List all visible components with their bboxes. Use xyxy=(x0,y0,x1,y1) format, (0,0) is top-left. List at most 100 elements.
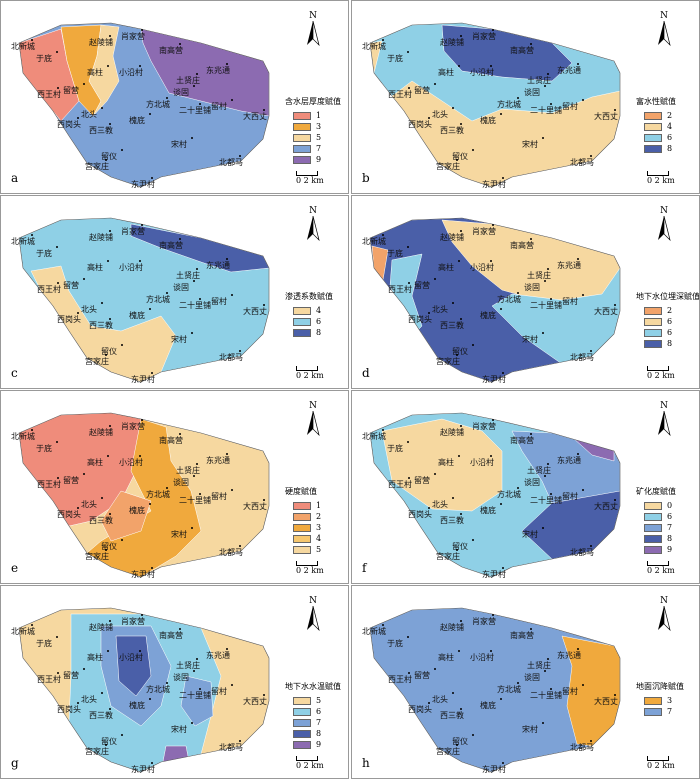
town-marker xyxy=(542,332,544,334)
town-label: 肖家营 xyxy=(472,617,496,626)
legend: 地下水水温赋值 5 6 7 8 9 xyxy=(285,681,341,750)
legend-item: 0 xyxy=(644,500,676,511)
north-arrow: N xyxy=(656,11,672,51)
legend-swatch xyxy=(293,696,311,705)
town-marker xyxy=(179,43,181,45)
legend: 矿化度赋值 0 6 7 8 9 xyxy=(636,486,676,555)
town-label: 南高营 xyxy=(510,436,534,445)
town-label: 高柱 xyxy=(438,458,454,467)
town-label: 赵陵铺 xyxy=(440,623,464,632)
town-label: 西王村 xyxy=(37,285,61,294)
town-marker xyxy=(151,177,153,179)
town-marker xyxy=(407,51,409,53)
legend-label: 4 xyxy=(316,306,322,315)
town-marker xyxy=(193,280,195,282)
legend-label: 6 xyxy=(667,133,673,142)
north-arrow: N xyxy=(305,206,321,246)
town-label: 槐底 xyxy=(129,116,145,125)
legend-item: 6 xyxy=(644,132,676,143)
legend-label: 4 xyxy=(316,534,322,543)
town-label: 土贤庄 xyxy=(176,661,200,670)
town-label: 肖家营 xyxy=(472,227,496,236)
town-marker xyxy=(547,73,549,75)
town-label: 方北城 xyxy=(146,295,170,304)
town-label: 宫家庄 xyxy=(436,552,460,561)
town-label: 槐底 xyxy=(129,506,145,515)
legend-swatch xyxy=(293,122,311,131)
town-label: 北头 xyxy=(81,500,97,509)
town-label: 西王村 xyxy=(37,90,61,99)
town-marker xyxy=(191,137,193,139)
town-label: 留村 xyxy=(562,297,578,306)
town-marker xyxy=(109,425,111,427)
town-marker xyxy=(199,103,201,105)
town-label: 高柱 xyxy=(438,68,454,77)
north-arrow: N xyxy=(656,596,672,636)
legend-label: 6 xyxy=(316,317,322,326)
north-label: N xyxy=(660,206,668,216)
scale-bar: 0 2 km xyxy=(296,756,324,770)
town-marker xyxy=(500,503,502,505)
town-label: 肖家营 xyxy=(121,422,145,431)
town-label: 谈固 xyxy=(524,673,540,682)
town-label: 谈固 xyxy=(524,478,540,487)
town-marker xyxy=(530,43,532,45)
town-marker xyxy=(492,29,494,31)
study-area-boundary xyxy=(369,22,621,188)
legend-label: 3 xyxy=(316,122,322,131)
north-arrow-icon xyxy=(658,605,671,632)
town-marker xyxy=(166,682,168,684)
town-label: 北都马 xyxy=(570,158,594,167)
town-marker xyxy=(472,149,474,151)
town-marker xyxy=(57,282,59,284)
town-marker xyxy=(502,372,504,374)
town-label: 槐底 xyxy=(480,116,496,125)
town-label: 西三教 xyxy=(440,516,464,525)
town-marker xyxy=(77,312,79,314)
town-label: 谈固 xyxy=(524,88,540,97)
legend: 渗透系数赋值 4 6 8 xyxy=(285,291,333,338)
town-marker xyxy=(434,278,436,280)
legend-item: 8 xyxy=(644,338,699,349)
town-label: 大西丈 xyxy=(594,697,618,706)
legend-label: 8 xyxy=(316,328,322,337)
town-label: 土贤庄 xyxy=(176,466,200,475)
town-marker xyxy=(407,246,409,248)
panel-letter: a xyxy=(11,171,19,185)
town-marker xyxy=(502,177,504,179)
town-marker xyxy=(544,85,546,87)
town-label: 宫家庄 xyxy=(436,162,460,171)
town-marker xyxy=(460,708,462,710)
panel-letter: d xyxy=(362,366,370,380)
town-label: 宋村 xyxy=(171,530,187,539)
legend-item: 6 xyxy=(644,511,676,522)
town-label: 留村 xyxy=(211,297,227,306)
town-marker xyxy=(231,294,233,296)
town-label: 宋村 xyxy=(171,140,187,149)
legend-swatch xyxy=(644,133,662,142)
town-marker xyxy=(77,117,79,119)
town-marker xyxy=(472,734,474,736)
town-label: 肖家营 xyxy=(121,227,145,236)
town-label: 留村 xyxy=(211,492,227,501)
town-marker xyxy=(196,463,198,465)
study-area-boundary xyxy=(18,217,270,383)
town-marker xyxy=(517,682,519,684)
town-label: 宫家庄 xyxy=(436,357,460,366)
town-marker xyxy=(550,493,552,495)
town-label: 方北城 xyxy=(146,490,170,499)
town-marker xyxy=(56,636,58,638)
town-marker xyxy=(577,648,579,650)
legend-item: 8 xyxy=(293,728,341,739)
town-label: 槐底 xyxy=(480,311,496,320)
zone-value-8 xyxy=(115,635,152,697)
town-marker xyxy=(434,668,436,670)
town-marker xyxy=(101,302,103,304)
legend-item: 8 xyxy=(644,533,676,544)
town-label: 北都马 xyxy=(219,158,243,167)
town-marker xyxy=(139,260,141,262)
town-marker xyxy=(141,29,143,31)
scale-bar: 0 2 km xyxy=(296,366,324,380)
town-marker xyxy=(582,684,584,686)
